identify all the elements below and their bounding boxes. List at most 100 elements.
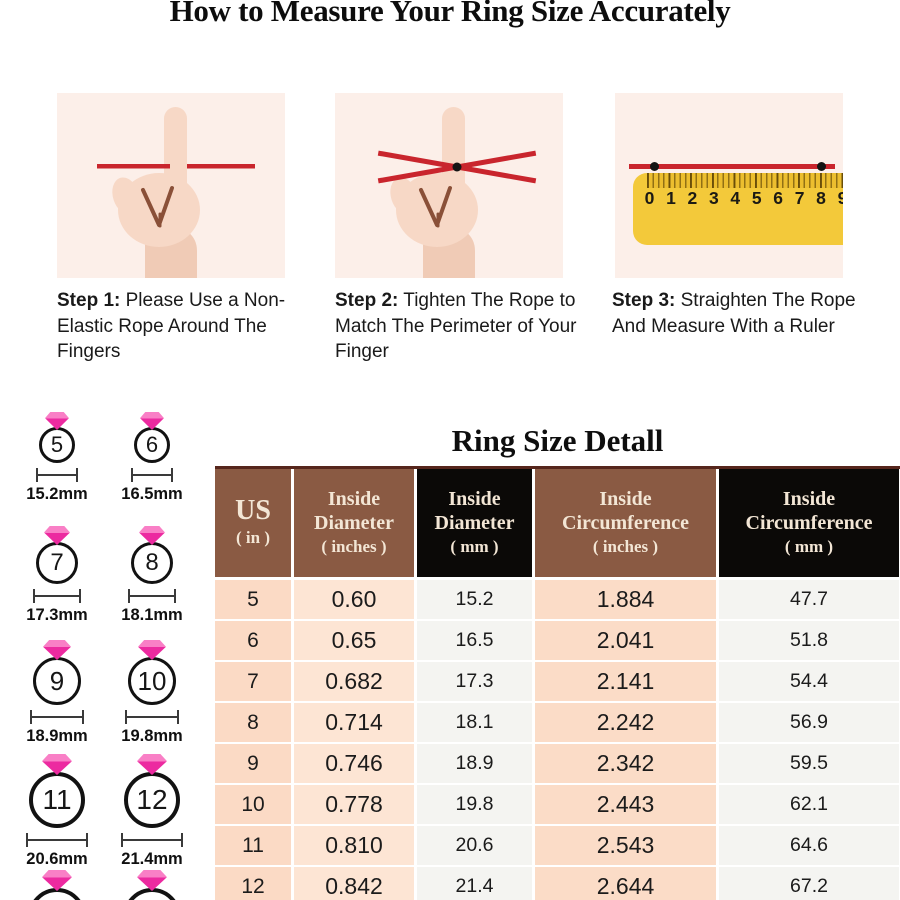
header-line: US [235, 495, 271, 526]
ring-size-number: 10 [137, 665, 167, 696]
cell-circumference-inches: 2.041 [535, 621, 716, 660]
width-bracket [125, 710, 179, 724]
ring-icon: 11 [29, 772, 85, 828]
table-title: Ring Size Detall [451, 423, 664, 458]
header-line: ( mm ) [450, 537, 499, 556]
ring-size-item-12: 12 21.4mm [117, 754, 187, 869]
ruler-number: 1 [666, 188, 676, 208]
width-bracket [26, 833, 88, 847]
cell-us-size: 9 [215, 744, 291, 783]
ruler-number: 9 [837, 188, 843, 208]
step2-illustration [335, 93, 563, 278]
cell-diameter-inches: 0.746 [294, 744, 414, 783]
diamond-icon [45, 412, 69, 430]
header-line: ( in ) [236, 528, 270, 547]
ruler-number: 7 [794, 188, 805, 208]
cell-circumference-mm: 56.9 [719, 703, 899, 742]
ring-diameter-label: 20.6mm [26, 850, 88, 868]
table-row: 5 0.60 15.2 1.884 47.7 [215, 580, 900, 619]
header-cell-inside-diameter-inches: Inside Diameter ( inches ) [294, 469, 414, 577]
cell-us-size: 7 [215, 662, 291, 701]
ruler-number: 5 [751, 188, 762, 208]
ring-size-number: 12 [136, 784, 168, 815]
header-line: Circumference [745, 512, 873, 534]
ring-icon: 8 [131, 542, 173, 584]
width-bracket [33, 589, 81, 603]
cell-diameter-mm: 20.6 [417, 826, 532, 865]
cell-diameter-inches: 0.778 [294, 785, 414, 824]
cell-circumference-mm: 54.4 [719, 662, 899, 701]
cell-us-size: 12 [215, 867, 291, 900]
diamond-icon [137, 870, 167, 891]
cell-diameter-mm: 15.2 [417, 580, 532, 619]
rope-end-dot [817, 162, 826, 171]
ruler-number: 4 [730, 188, 741, 208]
table-row: 8 0.714 18.1 2.242 56.9 [215, 703, 900, 742]
ring-size-item-8: 8 18.1mm [117, 526, 187, 625]
table-row: 11 0.810 20.6 2.543 64.6 [215, 826, 900, 865]
cell-diameter-mm: 18.9 [417, 744, 532, 783]
ring-icon: 12 [124, 772, 180, 828]
header-line: ( mm ) [784, 537, 834, 556]
ring-size-item-11: 11 20.6mm [22, 754, 92, 869]
table-row: 12 0.842 21.4 2.644 67.2 [215, 867, 900, 900]
ring-icon: 5 [39, 427, 75, 463]
cell-diameter-mm: 17.3 [417, 662, 532, 701]
ring-icon: 10 [128, 657, 176, 705]
header-cell-us: US ( in ) [215, 469, 291, 577]
ring-icon: 9 [33, 657, 81, 705]
header-cell-inside-circumference-mm: Inside Circumference ( mm ) [719, 469, 899, 577]
ring-size-item-9: 9 18.9mm [22, 640, 92, 746]
ring-size-number: 6 [145, 432, 159, 457]
diamond-icon [42, 870, 72, 891]
hand-with-tightened-rope-icon [377, 105, 537, 278]
header-line: Circumference [562, 512, 689, 534]
ring-size-item-7: 7 17.3mm [22, 526, 92, 625]
header-cell-inside-diameter-mm: Inside Diameter ( mm ) [417, 469, 532, 577]
width-bracket [131, 468, 173, 482]
header-line: Inside [327, 488, 381, 510]
ring-diameter-label: 19.8mm [121, 727, 183, 745]
step3-illustration: 0 1 2 3 4 5 6 7 8 9 [615, 93, 843, 278]
table-row: 6 0.65 16.5 2.041 51.8 [215, 621, 900, 660]
step1-text: Please Use a Non-Elastic Rope Around The… [57, 290, 286, 362]
step3-label: Step 3: [612, 290, 676, 311]
cell-circumference-mm: 47.7 [719, 580, 899, 619]
ring-size-item-partial [22, 870, 92, 900]
header-line: Diameter [314, 512, 394, 534]
cell-diameter-mm: 16.5 [417, 621, 532, 660]
ring-diameter-label: 15.2mm [26, 485, 88, 503]
cell-us-size: 11 [215, 826, 291, 865]
step1-illustration [57, 93, 285, 278]
ring-diameter-label: 18.1mm [121, 606, 183, 624]
table-header-row: US ( in ) Inside Diameter ( inches ) Ins… [215, 466, 900, 577]
table-row: 10 0.778 19.8 2.443 62.1 [215, 785, 900, 824]
cell-diameter-inches: 0.682 [294, 662, 414, 701]
step3-caption: Step 3: Straighten The Rope And Measure … [612, 288, 860, 339]
ring-size-item-partial [117, 870, 187, 900]
ring-size-number: 5 [50, 432, 64, 457]
cell-circumference-mm: 67.2 [719, 867, 899, 900]
cell-diameter-mm: 18.1 [417, 703, 532, 742]
step2-text: Tighten The Rope to Match The Perimeter … [335, 290, 577, 362]
cell-circumference-inches: 2.342 [535, 744, 716, 783]
ruler-number: 3 [708, 188, 719, 208]
cell-diameter-inches: 0.810 [294, 826, 414, 865]
cell-circumference-mm: 51.8 [719, 621, 899, 660]
cell-diameter-inches: 0.65 [294, 621, 414, 660]
table-row: 9 0.746 18.9 2.342 59.5 [215, 744, 900, 783]
width-bracket [128, 589, 176, 603]
ruler-scale: 0 1 2 3 4 5 6 7 8 9 [643, 188, 843, 209]
ring-diameter-label: 21.4mm [121, 850, 183, 868]
ring-size-number: 7 [50, 549, 64, 576]
step2-caption: Step 2: Tighten The Rope to Match The Pe… [335, 288, 583, 365]
cell-circumference-inches: 2.644 [535, 867, 716, 900]
ring-size-number: 11 [42, 784, 72, 815]
rope-start-dot [650, 162, 659, 171]
ruler-icon: 0 1 2 3 4 5 6 7 8 9 [633, 173, 843, 245]
ruler-number: 0 [644, 188, 655, 208]
header-cell-inside-circumference-inches: Inside Circumference ( inches ) [535, 469, 716, 577]
cell-diameter-mm: 21.4 [417, 867, 532, 900]
cell-circumference-mm: 64.6 [719, 826, 899, 865]
